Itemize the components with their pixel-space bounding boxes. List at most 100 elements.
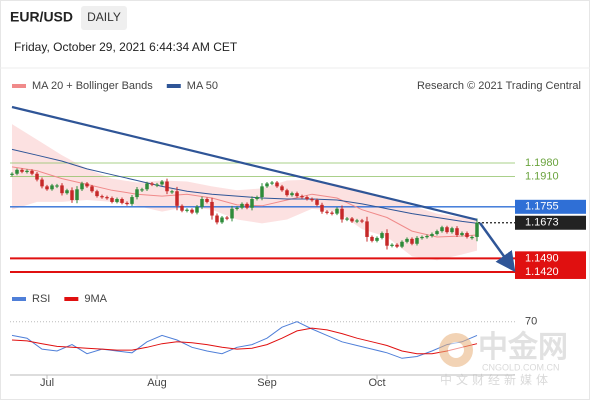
candle xyxy=(55,185,59,187)
candle xyxy=(385,233,389,246)
candle xyxy=(330,212,334,214)
candle xyxy=(450,228,454,233)
candle xyxy=(235,207,239,209)
level-label-box xyxy=(515,251,586,266)
watermark-url: CNGOLD.COM.CN xyxy=(482,362,560,372)
candle xyxy=(155,184,159,186)
x-tick-label: Jul xyxy=(40,377,54,389)
candle xyxy=(180,205,184,211)
y-tick-label: 70 xyxy=(525,316,537,328)
level-label: 1.1420 xyxy=(525,266,559,278)
candle xyxy=(150,183,154,185)
candle xyxy=(255,197,259,200)
candle xyxy=(110,198,114,202)
x-tick-label: Oct xyxy=(368,377,385,389)
level-label: 1.1673 xyxy=(525,217,559,229)
candle xyxy=(170,191,174,193)
candle xyxy=(215,215,219,223)
watermark-logo-inner xyxy=(448,342,464,358)
candle xyxy=(315,199,319,205)
credit: Research © 2021 Trading Central xyxy=(417,80,581,92)
candle xyxy=(115,199,119,202)
level-label: 1.1980 xyxy=(525,157,559,169)
candle xyxy=(425,235,429,238)
candle xyxy=(295,193,299,197)
candle xyxy=(210,201,214,216)
period: DAILY xyxy=(87,10,121,24)
candle xyxy=(185,209,189,211)
candle xyxy=(445,227,449,233)
candle xyxy=(75,189,79,200)
candle xyxy=(325,211,329,213)
candle xyxy=(275,182,279,187)
rsi-panel: RSI 9MA 70 xyxy=(10,293,537,359)
candle xyxy=(70,190,74,200)
legend-swatch xyxy=(12,297,26,301)
candle xyxy=(410,238,414,244)
level-label: 1.1490 xyxy=(525,252,559,264)
candle xyxy=(465,233,469,237)
candle xyxy=(400,241,404,247)
candle xyxy=(160,181,164,185)
candle xyxy=(195,206,199,213)
moving-average xyxy=(11,148,478,224)
candle xyxy=(80,183,84,190)
candle xyxy=(405,238,409,242)
projection-arrow xyxy=(478,222,516,273)
candle xyxy=(190,209,194,213)
rsi-line xyxy=(11,327,478,355)
candle xyxy=(200,199,204,207)
rsi-line xyxy=(11,321,478,359)
candle xyxy=(455,228,459,236)
candle xyxy=(470,236,474,239)
candle xyxy=(265,183,269,187)
period-badge xyxy=(81,6,127,30)
candle xyxy=(310,199,314,201)
candle xyxy=(65,190,69,194)
candle xyxy=(40,179,44,187)
candle xyxy=(345,218,349,220)
candle xyxy=(220,217,224,223)
candle xyxy=(335,208,339,214)
candle xyxy=(440,227,444,232)
trendline xyxy=(11,105,478,221)
candle xyxy=(370,236,374,241)
level-label-box xyxy=(515,199,586,214)
candle xyxy=(230,208,234,219)
candle xyxy=(420,236,424,239)
bollinger-band xyxy=(12,124,477,261)
candle xyxy=(50,185,54,190)
candle xyxy=(380,233,384,238)
candle xyxy=(390,244,394,246)
candle xyxy=(360,220,364,222)
candle xyxy=(280,186,284,191)
level-label: 1.1755 xyxy=(525,201,559,213)
candle xyxy=(90,186,94,192)
candle xyxy=(305,197,309,200)
candle xyxy=(245,203,249,208)
candle xyxy=(350,218,354,222)
candle xyxy=(460,233,464,236)
x-tick-label: Sep xyxy=(257,377,277,389)
symbol: EUR/USD xyxy=(10,9,73,25)
candle xyxy=(205,199,209,202)
timestamp: Friday, October 29, 2021 6:44:34 AM CET xyxy=(14,40,238,54)
candle xyxy=(270,182,274,184)
candle xyxy=(10,173,14,175)
candle xyxy=(240,203,244,208)
candle xyxy=(35,173,39,180)
legend-swatch xyxy=(12,84,26,88)
candle xyxy=(100,196,104,198)
candle xyxy=(135,189,139,198)
candle xyxy=(165,181,169,192)
candle xyxy=(320,204,324,212)
legend-label: MA 20 + Bollinger Bands xyxy=(32,80,153,92)
candle xyxy=(250,199,254,208)
watermark-name: 中金网 xyxy=(478,330,568,364)
watermark-tagline: 中文财经新媒体 xyxy=(440,372,552,387)
candle xyxy=(260,186,264,198)
candle xyxy=(175,191,179,206)
candle xyxy=(130,197,134,204)
level-label-box xyxy=(515,264,586,279)
